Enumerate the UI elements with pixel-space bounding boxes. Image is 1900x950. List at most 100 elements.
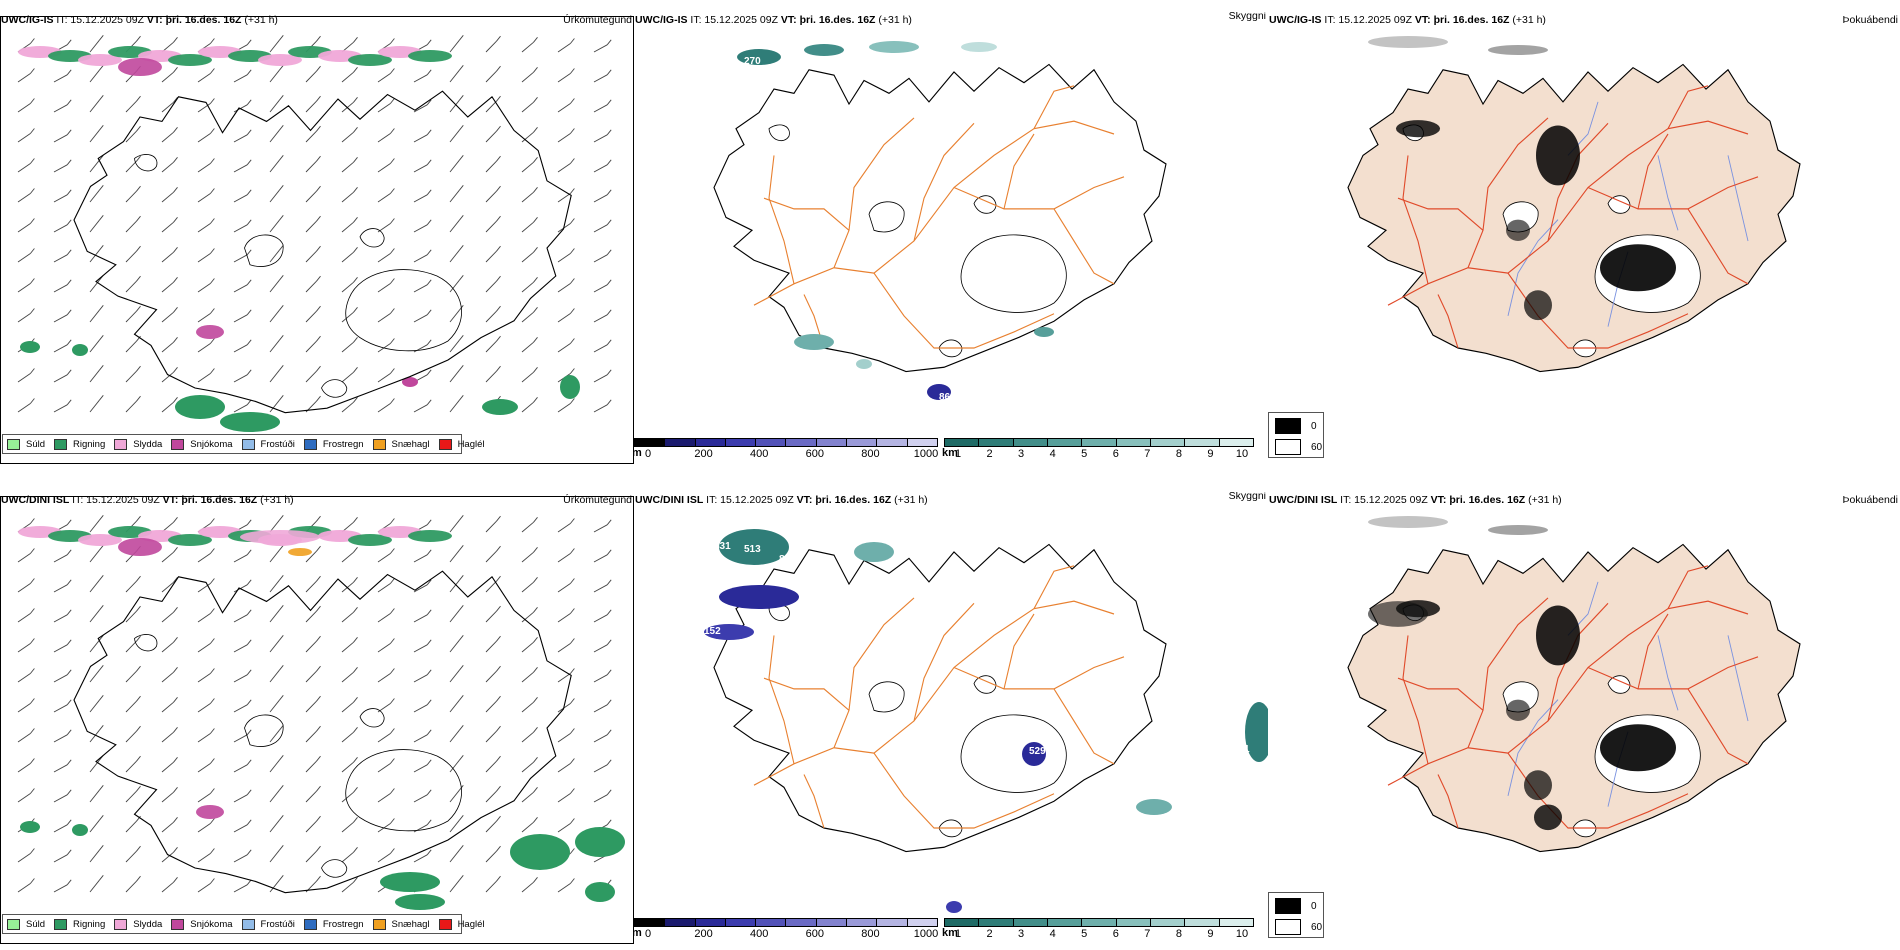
- legend-label: Slydda: [133, 438, 163, 450]
- legend-swatch: [438, 918, 452, 930]
- precipitation-areas: [18, 526, 625, 910]
- coastline: [1347, 543, 1801, 853]
- fog-legend-item: 60: [1275, 439, 1322, 455]
- field-patch: [78, 534, 122, 546]
- visibility-scale-m: m 0 200 400 600 800 1000: [634, 918, 938, 944]
- colorbar-tick-label: 800: [861, 928, 880, 940]
- colorbar-tick-label: 3: [1018, 448, 1025, 460]
- legend-label: Haglél: [457, 918, 485, 930]
- field-patch: [961, 42, 997, 52]
- legend-item: Snæhagl: [372, 918, 430, 930]
- colorbar-tick-label: 1: [954, 928, 962, 940]
- legend-swatch: [7, 438, 20, 450]
- road: [753, 600, 1115, 786]
- visibility-value-label: 131: [784, 44, 801, 55]
- coastline: [713, 543, 1167, 853]
- legend-label: Snjókoma: [190, 918, 233, 930]
- road: [768, 635, 795, 764]
- road: [1437, 774, 1459, 829]
- visibility-panel-dini: UWC/DINI ISL IT: 15.12.2025 09Z VT: þri.…: [634, 492, 1268, 944]
- colorbar-tick-label: 6: [1112, 928, 1119, 940]
- colorbar-tick-label: 9: [1207, 448, 1214, 460]
- fog-indicator-areas: [1396, 120, 1676, 321]
- panel-label: Skyggni: [1228, 12, 1266, 22]
- field-patch: [408, 50, 452, 62]
- visibility-value-label: 431: [714, 541, 731, 552]
- fog-legend-label: 0: [1311, 900, 1317, 912]
- field-patch: [482, 399, 518, 415]
- field-patch: [1536, 605, 1580, 666]
- wind-barbs: [17, 515, 612, 893]
- visibility-value-label: 11: [1239, 744, 1250, 755]
- field-patch: [1034, 327, 1054, 337]
- fog-map: [1347, 36, 1801, 373]
- glacier-outline: [134, 154, 158, 172]
- colorbar-tick-label: 8: [1175, 448, 1182, 460]
- iceland-map: [1347, 63, 1801, 373]
- legend-label: Snæhagl: [391, 918, 430, 930]
- field-patch: [1534, 804, 1562, 831]
- colorbar-tick-label: 3: [1018, 928, 1025, 940]
- colorbar-bin: [979, 919, 1014, 926]
- field-patch: [1524, 770, 1552, 801]
- colorbar-tick-label: 8: [1175, 928, 1182, 940]
- road: [1387, 600, 1749, 786]
- low-visibility-areas: [704, 529, 1268, 913]
- colorbar-bin: [907, 439, 937, 446]
- panel-label: Úrkomutegund: [563, 494, 632, 506]
- colorbar-bin: [725, 439, 757, 446]
- colorbar-strip: [634, 918, 938, 927]
- panel-title: UWC/DINI ISL IT: 15.12.2025 09Z VT: þri.…: [1, 494, 294, 506]
- field-patch: [72, 344, 88, 356]
- road: [1053, 688, 1115, 765]
- panel-label: Þokuábendi: [1842, 494, 1898, 506]
- precip-map: [17, 35, 612, 432]
- field-patch: [927, 384, 951, 400]
- road: [1467, 597, 1549, 748]
- field-patch: [196, 325, 224, 339]
- field-patch: [854, 542, 894, 562]
- field-patch: [804, 44, 844, 56]
- legend-swatch: [54, 918, 68, 930]
- colorbar-tick-label: 400: [750, 448, 769, 460]
- visibility-value-label: 33: [719, 614, 731, 625]
- field-patch: [1396, 120, 1440, 138]
- field-patch: [240, 530, 320, 544]
- road: [1397, 197, 1484, 231]
- colorbar-bin: [1116, 919, 1151, 926]
- legend-item: Haglél: [438, 438, 485, 450]
- iceland-map: [73, 90, 572, 414]
- colorbar-tick-label: 200: [694, 928, 713, 940]
- river: [1727, 635, 1749, 722]
- legend-swatch: [114, 438, 128, 450]
- legend-swatch: [171, 438, 185, 450]
- colorbar-strip: [944, 918, 1254, 927]
- colorbar-bin: [756, 439, 787, 446]
- field-patch: [168, 534, 212, 546]
- legend-label: Rigning: [73, 438, 106, 450]
- field-patch: [856, 359, 872, 369]
- field-patch: [175, 395, 225, 419]
- colorbar-bin: [816, 919, 848, 926]
- colorbar-tick-label: 10: [1235, 448, 1249, 460]
- fog-legend: 0 60: [1268, 412, 1324, 458]
- panel-label: Úrkomutegund: [563, 14, 632, 26]
- field-patch: [20, 341, 40, 353]
- field-patch: [408, 530, 452, 542]
- legend-item: Slydda: [114, 438, 163, 450]
- colorbar-tick-label: 400: [750, 928, 769, 940]
- low-visibility-areas: [737, 41, 1054, 400]
- visibility-value-label: 270: [744, 56, 761, 67]
- fog-legend-label: 60: [1311, 921, 1323, 933]
- road: [1397, 677, 1484, 711]
- colorbar-bin: [635, 919, 666, 926]
- visibility-value-label: 513: [744, 544, 761, 555]
- river: [1657, 155, 1679, 231]
- colorbar-tick-label: 600: [805, 448, 824, 460]
- colorbar-tick-label: 0: [644, 448, 652, 460]
- fog-offshore: [1368, 516, 1548, 535]
- colorbar-unit: km: [942, 447, 958, 459]
- field-patch: [395, 894, 445, 910]
- iceland-map: [713, 543, 1167, 853]
- road: [763, 677, 850, 711]
